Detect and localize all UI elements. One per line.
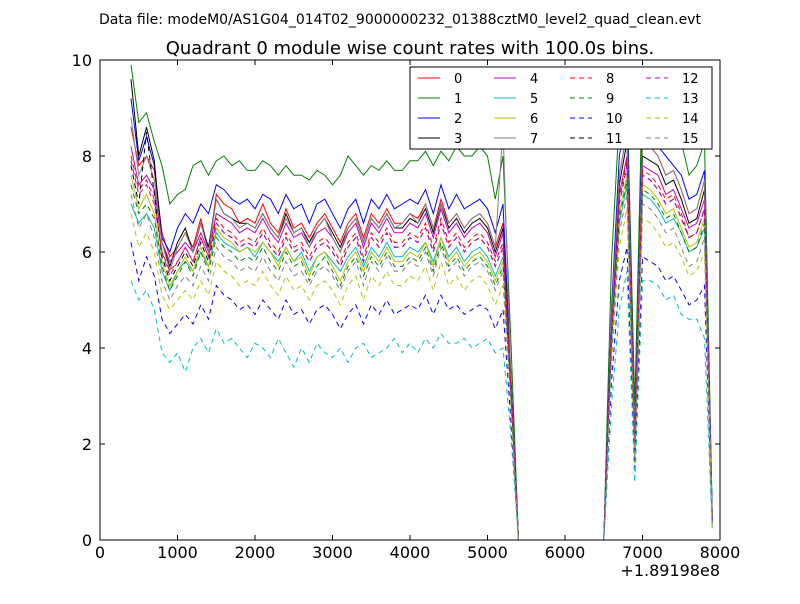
legend-label-4: 4 bbox=[530, 72, 538, 87]
y-tick-label: 6 bbox=[82, 243, 92, 262]
legend-label-14: 14 bbox=[682, 112, 699, 127]
y-tick-label: 2 bbox=[82, 435, 92, 454]
x-tick-label: 1000 bbox=[157, 543, 198, 562]
series-line-0 bbox=[130, 127, 713, 541]
series-line-12 bbox=[130, 160, 713, 541]
y-tick-label: 0 bbox=[82, 531, 92, 550]
series-line-7 bbox=[130, 117, 713, 541]
legend-label-10: 10 bbox=[606, 112, 623, 127]
series-line-10 bbox=[130, 242, 713, 541]
legend-label-12: 12 bbox=[682, 72, 699, 87]
y-tick-label: 10 bbox=[72, 51, 92, 70]
legend-label-3: 3 bbox=[454, 132, 462, 147]
figure-suptitle: Data file: modeM0/AS1G04_014T02_90000002… bbox=[99, 12, 701, 28]
series-line-13 bbox=[130, 271, 713, 541]
x-tick-label: 2000 bbox=[235, 543, 276, 562]
legend-label-13: 13 bbox=[682, 92, 699, 107]
y-tick-label: 4 bbox=[82, 339, 92, 358]
x-tick-label: 5000 bbox=[467, 543, 508, 562]
legend-label-0: 0 bbox=[454, 72, 462, 87]
legend-label-8: 8 bbox=[606, 72, 614, 87]
series-line-2 bbox=[130, 98, 713, 541]
series-line-9 bbox=[130, 179, 713, 541]
legend-label-11: 11 bbox=[606, 132, 623, 147]
chart-title: Quadrant 0 module wise count rates with … bbox=[166, 38, 655, 59]
x-tick-label: 8000 bbox=[700, 543, 741, 562]
x-tick-label: 3000 bbox=[312, 543, 353, 562]
x-offset-label: +1.89198e8 bbox=[620, 561, 720, 580]
series-line-5 bbox=[130, 184, 713, 541]
x-tick-label: 6000 bbox=[545, 543, 586, 562]
series-line-1 bbox=[130, 64, 713, 541]
x-tick-label: 4000 bbox=[390, 543, 431, 562]
y-tick-label: 8 bbox=[82, 147, 92, 166]
legend-label-15: 15 bbox=[682, 132, 699, 147]
plot-area bbox=[130, 64, 713, 541]
series-line-15 bbox=[130, 194, 713, 541]
series-line-8 bbox=[130, 155, 713, 541]
legend-label-5: 5 bbox=[530, 92, 538, 107]
x-tick-label: 7000 bbox=[622, 543, 663, 562]
legend-label-2: 2 bbox=[454, 112, 462, 127]
x-axis: 0 1000 2000 3000 4000 5000 6000 7000 8000 bbox=[95, 60, 740, 562]
legend-label-6: 6 bbox=[530, 112, 538, 127]
x-tick-label: 0 bbox=[95, 543, 105, 562]
legend-label-9: 9 bbox=[606, 92, 614, 107]
legend-label-7: 7 bbox=[530, 132, 538, 147]
legend-label-1: 1 bbox=[454, 92, 462, 107]
series-line-14 bbox=[130, 208, 713, 541]
legend-frame bbox=[409, 66, 713, 150]
